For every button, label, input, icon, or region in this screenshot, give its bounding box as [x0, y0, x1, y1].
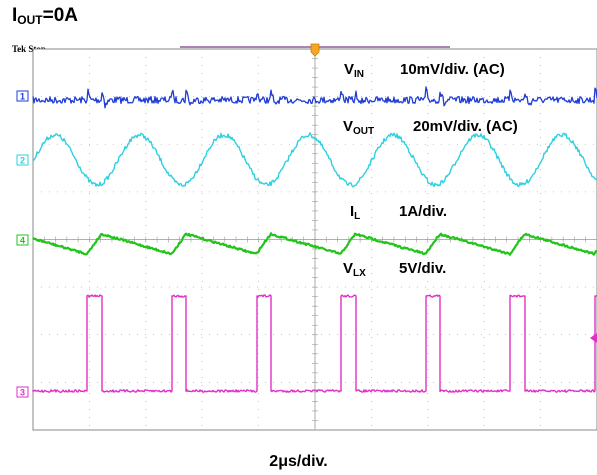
- vlx-label: VLX: [343, 260, 366, 279]
- il-label: IL: [350, 203, 361, 222]
- channel-marker-label: 1: [20, 92, 25, 102]
- graticule: [32, 48, 597, 431]
- channel-marker-label: 2: [20, 156, 25, 166]
- vlx-trace: [32, 294, 597, 393]
- trigger-marker: [180, 43, 597, 343]
- trigger-point-icon: [310, 43, 320, 57]
- vlx-scale: 5V/div.: [399, 260, 447, 277]
- channel-marker: [16, 90, 29, 102]
- channel-marker: [16, 154, 29, 166]
- il-trace: [32, 232, 597, 256]
- chart-title: IOUT=0A: [12, 5, 79, 27]
- channel-markers: 1 2 4 3: [16, 90, 29, 398]
- channel-marker: [16, 234, 29, 246]
- channel-marker: [16, 386, 29, 398]
- x-axis-label: 2μs/div.: [269, 453, 328, 470]
- traces: [32, 86, 597, 393]
- vout-trace: [32, 132, 597, 188]
- vin-trace: [32, 86, 597, 109]
- vout-scale: 20mV/div. (AC): [413, 118, 518, 135]
- il-scale: 1A/div.: [399, 203, 448, 220]
- scope-status: Tek Stop: [12, 44, 46, 54]
- channel-marker-label: 3: [20, 388, 25, 398]
- trigger-level-icon: [590, 333, 597, 343]
- vin-label: VIN: [344, 61, 365, 80]
- channel-marker-label: 4: [20, 236, 25, 246]
- vin-scale: 10mV/div. (AC): [400, 61, 505, 78]
- vout-label: VOUT: [343, 118, 375, 137]
